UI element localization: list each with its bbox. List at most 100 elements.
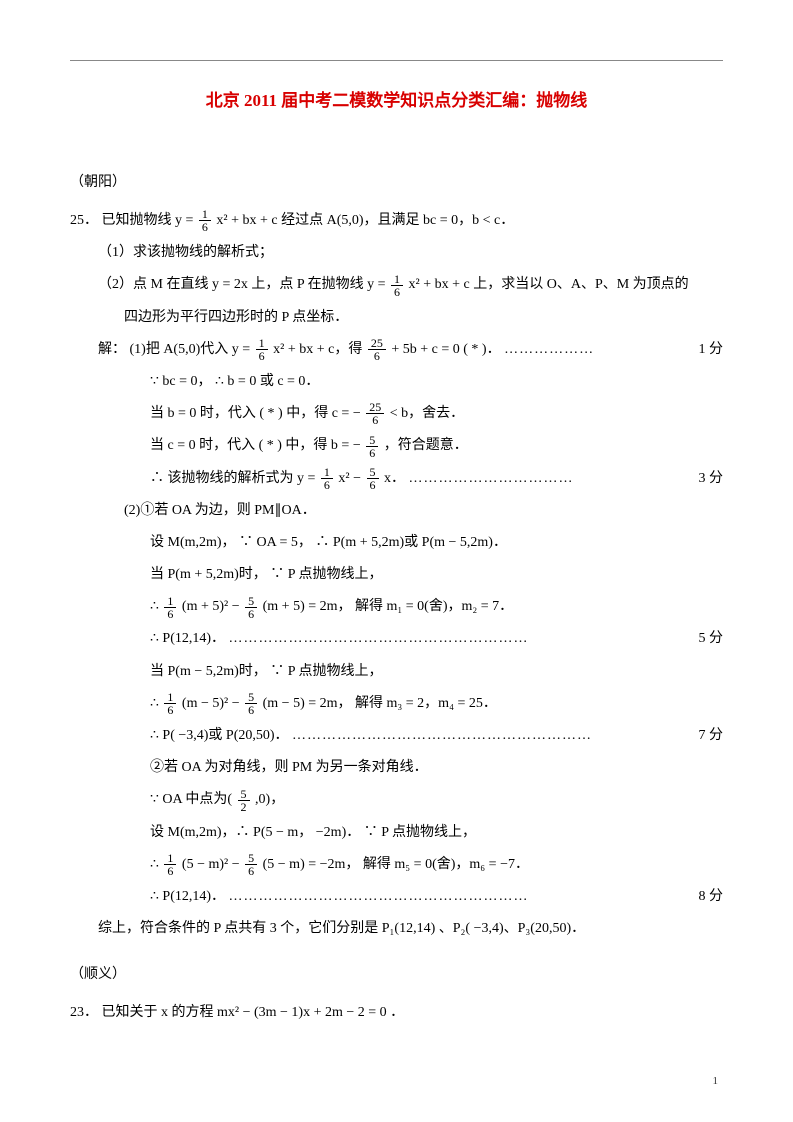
fraction: 25 6 xyxy=(368,337,386,362)
q-number: 23． xyxy=(70,1005,98,1020)
s3: 当 b = 0 时，代入 ( * ) 中，得 c = − 25 6 < b，舍去… xyxy=(70,398,723,430)
denominator: 6 xyxy=(245,865,257,877)
text: < b，舍去． xyxy=(390,406,464,421)
district-chaoyang: （朝阳） xyxy=(70,171,723,191)
denominator: 6 xyxy=(199,221,211,233)
denominator: 6 xyxy=(245,608,257,620)
fraction: 1 6 xyxy=(164,691,176,716)
page-number: 1 xyxy=(713,1075,719,1087)
text: ∴ 该抛物线的解析式为 y = xyxy=(150,471,315,486)
p2-13: ∴ P(12,14)． …………………………………………………… 8 分 xyxy=(70,881,723,913)
numerator: 1 xyxy=(321,466,333,479)
dots: …………………………………………………… xyxy=(229,889,529,904)
denominator: 6 xyxy=(164,704,176,716)
part-2a: （2）点 M 在直线 y = 2x 上，点 P 在抛物线 y = 1 6 x² … xyxy=(70,269,723,301)
fraction: 5 6 xyxy=(245,691,257,716)
denominator: 6 xyxy=(366,414,384,426)
fraction: 5 6 xyxy=(367,466,379,491)
summary: 综上，符合条件的 P 点共有 3 个，它们分别是 P₁(12,14) 、P₂( … xyxy=(70,913,723,945)
s5: ∴ 该抛物线的解析式为 y = 1 6 x² − 5 6 x． ……………………… xyxy=(70,463,723,495)
text: ∴ P(12,14)． xyxy=(150,631,225,646)
district-shunyi: （顺义） xyxy=(70,963,723,983)
question-23: 23． 已知关于 x 的方程 mx² − (3m − 1)x + 2m − 2 … xyxy=(70,997,723,1029)
text: x² + bx + c 经过点 A(5,0)，且满足 bc = 0，b < c． xyxy=(216,213,514,228)
p2-3: 当 P(m + 5,2m)时， ∵ P 点抛物线上， xyxy=(70,559,723,591)
text: ∴ xyxy=(150,696,159,711)
text: x² + bx + c 上，求当以 O、A、P、M 为顶点的 xyxy=(409,277,689,292)
text: ∴ xyxy=(150,857,159,872)
denominator: 6 xyxy=(245,704,257,716)
denominator: 6 xyxy=(164,608,176,620)
text: (m − 5) = 2m， 解得 m₃ = 2，m₄ = 25． xyxy=(263,696,497,711)
text: x² + bx + c，得 xyxy=(273,342,362,357)
fraction: 5 6 xyxy=(366,434,378,459)
text: (m + 5)² − xyxy=(182,599,240,614)
text: ，符合题意． xyxy=(384,438,468,453)
dots: …………………………………………………… xyxy=(292,728,592,743)
s2: ∵ bc = 0， ∴ b = 0 或 c = 0． xyxy=(70,366,723,398)
p2-4: ∴ 1 6 (m + 5)² − 5 6 (m + 5) = 2m， 解得 m₁… xyxy=(70,591,723,623)
score-3: 3 分 xyxy=(699,463,724,495)
solution-1: 解： (1)把 A(5,0)代入 y = 1 6 x² + bx + c，得 2… xyxy=(70,334,723,366)
text: (5 − m) = −2m， 解得 m₅ = 0(舍)，m₆ = −7． xyxy=(263,857,529,872)
question-25: 25． 已知抛物线 y = 1 6 x² + bx + c 经过点 A(5,0)… xyxy=(70,205,723,945)
text: ∵ OA 中点为( xyxy=(150,792,232,807)
fraction: 1 6 xyxy=(164,595,176,620)
denominator: 2 xyxy=(238,801,250,813)
p2-1: (2)①若 OA 为边，则 PM∥OA． xyxy=(70,495,723,527)
text: x． xyxy=(384,471,405,486)
text: （2）点 M 在直线 y = 2x 上，点 P 在抛物线 y = xyxy=(98,277,386,292)
denominator: 6 xyxy=(256,350,268,362)
top-rule xyxy=(70,60,723,61)
text: ∴ xyxy=(150,599,159,614)
text: 当 b = 0 时，代入 ( * ) 中，得 c = − xyxy=(150,406,361,421)
fraction: 5 6 xyxy=(245,595,257,620)
numerator: 1 xyxy=(391,273,403,286)
fraction: 25 6 xyxy=(366,401,384,426)
fraction: 1 6 xyxy=(256,337,268,362)
fraction: 1 6 xyxy=(391,273,403,298)
fraction: 5 6 xyxy=(245,852,257,877)
p2-12: ∴ 1 6 (5 − m)² − 5 6 (5 − m) = −2m， 解得 m… xyxy=(70,849,723,881)
denominator: 6 xyxy=(366,447,378,459)
part-2c: 四边形为平行四边形时的 P 点坐标． xyxy=(70,302,723,334)
numerator: 5 xyxy=(366,434,378,447)
sol-label: 解： xyxy=(98,342,126,357)
score-5: 5 分 xyxy=(699,623,724,655)
denominator: 6 xyxy=(391,286,403,298)
denominator: 6 xyxy=(164,865,176,877)
p2-5: ∴ P(12,14)． …………………………………………………… 5 分 xyxy=(70,623,723,655)
denominator: 6 xyxy=(367,479,379,491)
p2-10: ∵ OA 中点为( 5 2 ,0)， xyxy=(70,784,723,816)
text: (5 − m)² − xyxy=(182,857,240,872)
text: ,0)， xyxy=(255,792,284,807)
numerator: 1 xyxy=(164,595,176,608)
p2-9: ②若 OA 为对角线，则 PM 为另一条对角线． xyxy=(70,752,723,784)
p2-7: ∴ 1 6 (m − 5)² − 5 6 (m − 5) = 2m， 解得 m₃… xyxy=(70,688,723,720)
text: (m − 5)² − xyxy=(182,696,240,711)
dots: ……………… xyxy=(504,342,594,357)
q25-stem: 25． 已知抛物线 y = 1 6 x² + bx + c 经过点 A(5,0)… xyxy=(70,205,723,237)
fraction: 1 6 xyxy=(164,852,176,877)
dots: …………………………………………………… xyxy=(229,631,529,646)
numerator: 5 xyxy=(245,595,257,608)
text: (m + 5) = 2m， 解得 m₁ = 0(舍)，m₂ = 7． xyxy=(263,599,514,614)
p2-11: 设 M(m,2m)，∴ P(5 − m， −2m)． ∵ P 点抛物线上， xyxy=(70,817,723,849)
denominator: 6 xyxy=(368,350,386,362)
part-1: （1）求该抛物线的解析式； xyxy=(70,237,723,269)
text: (1)把 A(5,0)代入 y = xyxy=(130,342,251,357)
document-page: 北京 2011 届中考二模数学知识点分类汇编：抛物线 （朝阳） 25． 已知抛物… xyxy=(0,0,793,1122)
numerator: 5 xyxy=(238,788,250,801)
score-7: 7 分 xyxy=(699,720,724,752)
q-number: 25． xyxy=(70,213,98,228)
text: + 5b + c = 0 ( * )． xyxy=(391,342,500,357)
spacer xyxy=(70,945,723,963)
denominator: 6 xyxy=(321,479,333,491)
p2-8: ∴ P( −3,4)或 P(20,50)． ………………………………………………… xyxy=(70,720,723,752)
text: 已知关于 x 的方程 mx² − (3m − 1)x + 2m − 2 = 0 … xyxy=(102,1005,405,1020)
numerator: 5 xyxy=(367,466,379,479)
page-title: 北京 2011 届中考二模数学知识点分类汇编：抛物线 xyxy=(70,86,723,111)
text: ∴ P( −3,4)或 P(20,50)． xyxy=(150,728,289,743)
p2-6: 当 P(m − 5,2m)时， ∵ P 点抛物线上， xyxy=(70,656,723,688)
fraction: 5 2 xyxy=(238,788,250,813)
